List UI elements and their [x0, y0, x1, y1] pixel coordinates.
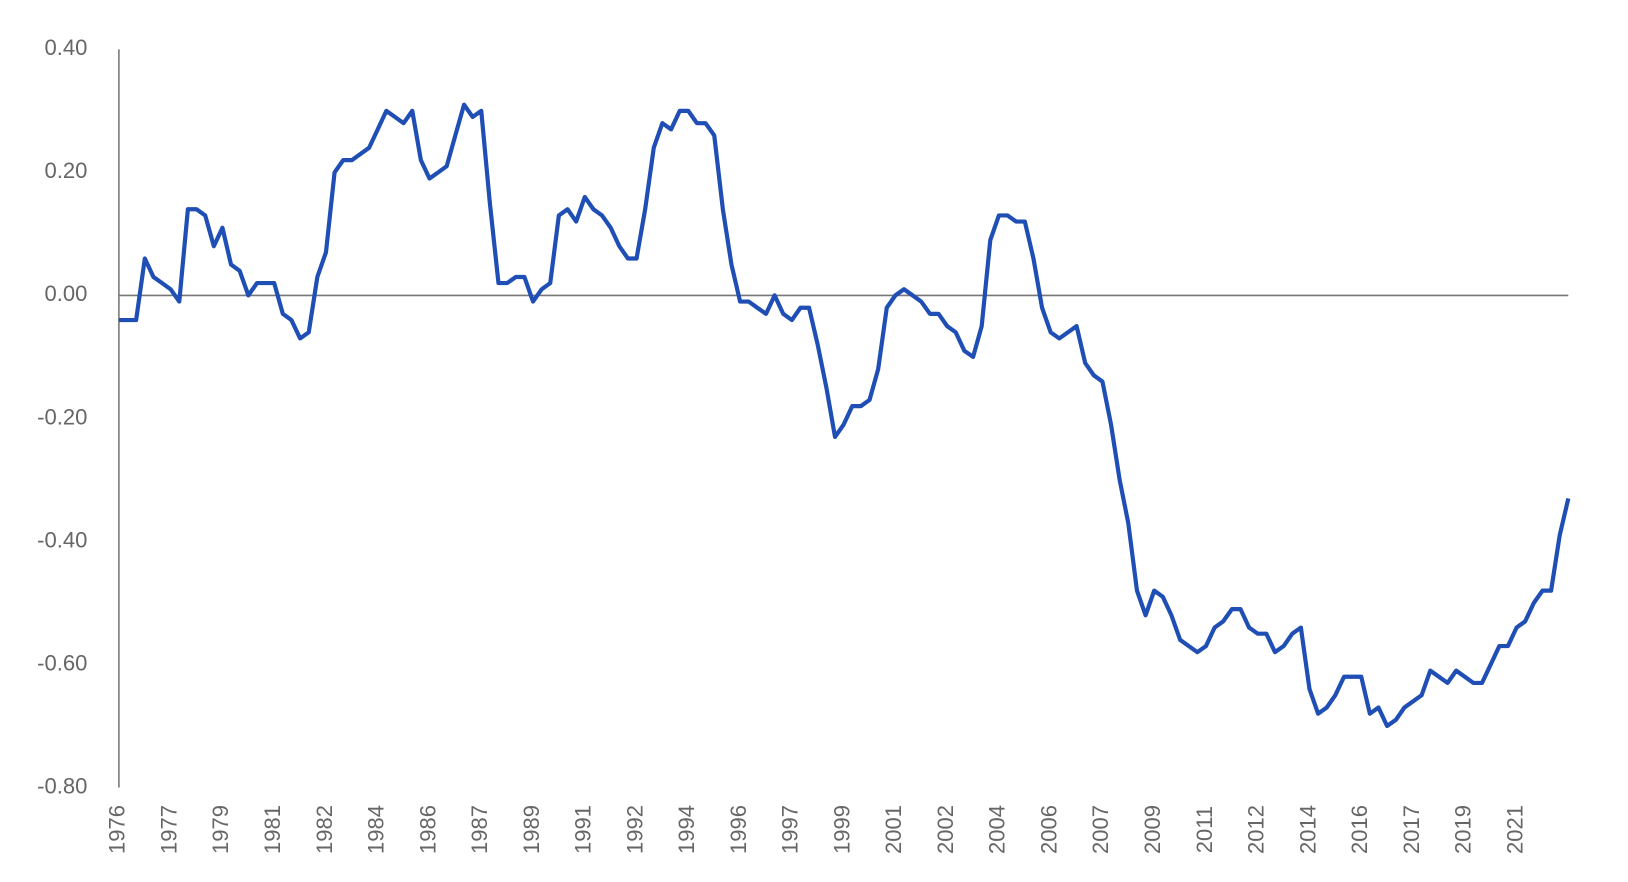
x-tick-label: 2004	[985, 805, 1010, 854]
x-tick-label: 1989	[519, 805, 544, 854]
x-tick-label: 2007	[1088, 805, 1113, 854]
x-tick-label: 1991	[571, 805, 596, 854]
x-tick-label: 1996	[726, 805, 751, 854]
x-tick-label: 2019	[1451, 805, 1476, 854]
x-tick-label: 2001	[881, 805, 906, 854]
x-tick-label: 2009	[1140, 805, 1165, 854]
x-tick-label: 1976	[105, 805, 130, 854]
y-tick-label: 0.40	[44, 35, 87, 60]
y-tick-label: -0.80	[37, 773, 87, 798]
y-tick-label: 0.00	[44, 281, 87, 306]
x-tick-label: 1999	[829, 805, 854, 854]
x-tick-label: 1979	[208, 805, 233, 854]
y-tick-label: -0.40	[37, 527, 87, 552]
y-tick-label: -0.60	[37, 650, 87, 675]
x-tick-label: 2002	[933, 805, 958, 854]
x-tick-label: 2006	[1036, 805, 1061, 854]
x-tick-label: 2016	[1347, 805, 1372, 854]
x-tick-label: 1994	[674, 805, 699, 854]
x-tick-label: 1981	[260, 805, 285, 854]
y-tick-label: -0.20	[37, 404, 87, 429]
data-line	[118, 102, 1571, 729]
x-tick-label: 2012	[1244, 805, 1269, 854]
x-tick-label: 1982	[312, 805, 337, 854]
x-tick-label: 1986	[415, 805, 440, 854]
x-tick-label: 1997	[778, 805, 803, 854]
y-tick-label: 0.20	[44, 158, 87, 183]
x-tick-label: 2014	[1295, 805, 1320, 854]
x-tick-label: 2021	[1502, 805, 1527, 854]
x-tick-label: 1984	[364, 805, 389, 854]
x-tick-label: 2017	[1399, 805, 1424, 854]
x-tick-label: 1992	[622, 805, 647, 854]
x-tick-label: 1977	[156, 805, 181, 854]
x-tick-label: 2011	[1192, 806, 1217, 853]
x-tick-label: 1987	[467, 805, 492, 854]
